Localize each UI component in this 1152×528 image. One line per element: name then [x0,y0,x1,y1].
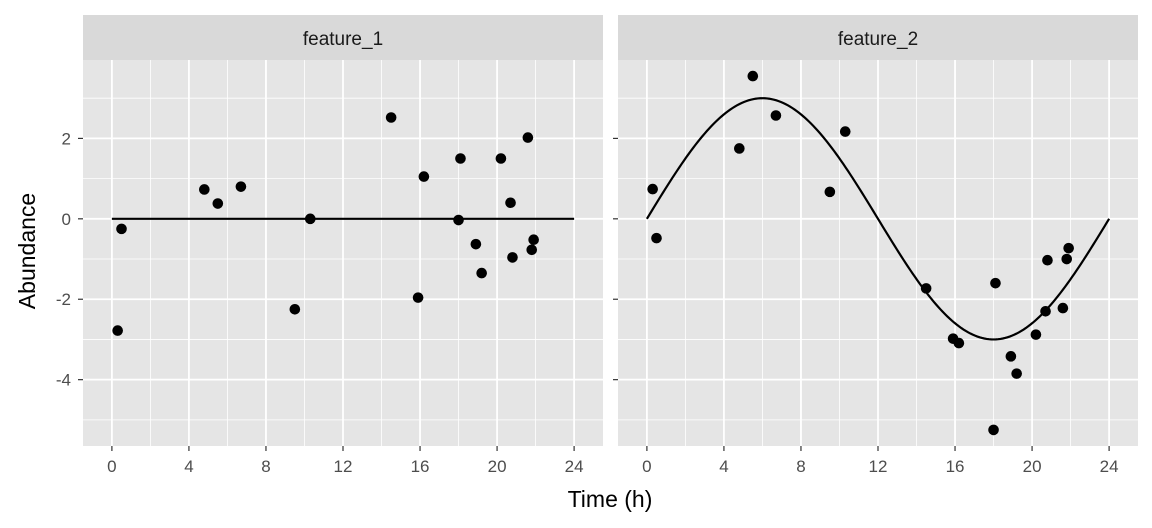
facet-panel-feature_2: feature_2 0 4 8 12 16 20 24 [613,15,1138,476]
data-point [116,223,127,235]
data-point [505,197,516,209]
x-tick-label: 24 [1100,457,1119,476]
data-point [1030,329,1042,340]
data-point [526,244,538,256]
facet-strip [83,15,603,60]
data-point [412,292,424,303]
data-point [507,252,518,263]
x-tick-label: 16 [946,457,965,476]
x-tick-label: 20 [488,457,507,476]
x-tick-label: 20 [1023,457,1042,476]
x-tick-label: 24 [565,457,584,476]
facet-strip-label: feature_1 [303,29,383,50]
x-tick-label: 4 [719,457,728,476]
y-axis: -4 -2 0 2 [56,129,71,389]
data-point [385,112,397,123]
y-tick-label: 0 [62,210,71,229]
x-tick-label: 0 [107,457,116,476]
data-point [824,186,836,198]
data-point [988,424,999,436]
data-point [112,325,123,336]
data-point [1057,302,1069,314]
x-tick-label: 16 [411,457,430,476]
data-point [920,283,932,294]
data-point [651,232,662,244]
data-point [770,110,782,121]
data-point [418,171,430,182]
data-point [476,267,487,279]
x-tick-label: 4 [184,457,193,476]
data-point [747,70,759,82]
data-point [1011,368,1022,379]
data-point [1061,253,1073,265]
y-tick-label: -4 [56,371,71,390]
data-point [304,213,316,225]
x-tick-label: 8 [261,457,270,476]
data-point [289,303,301,315]
data-point [470,238,482,250]
x-tick-label: 8 [796,457,805,476]
data-point [647,183,658,195]
facet-strip [618,15,1138,60]
y-tick-label: -2 [56,290,71,309]
data-point [212,198,224,209]
x-tick-label: 12 [869,457,888,476]
data-point [528,234,539,246]
y-axis-title: Abundance [14,193,40,309]
data-point [1040,306,1051,317]
data-point [990,277,1001,289]
data-point [495,153,507,164]
facet-strip-label: feature_2 [838,29,918,50]
data-point [953,337,965,349]
facet-panel-feature_1: feature_1 0 4 8 12 16 20 24 [78,15,603,476]
data-point [1063,242,1074,254]
x-axis-title: Time (h) [568,486,653,512]
fit-line [645,97,1111,341]
x-tick-label: 12 [334,457,353,476]
data-point [235,181,247,192]
y-tick-label: 2 [62,129,71,148]
data-point [1005,351,1017,362]
data-point [522,132,534,143]
data-point [839,126,851,137]
data-point [455,153,466,164]
panels-layer: feature_1 0 4 8 12 16 20 24 feature_2 0 4 8 12 16 20 24 [78,15,1138,476]
data-point [199,184,210,195]
x-tick-label: 0 [642,457,651,476]
data-point [1042,254,1053,266]
data-point [453,214,464,226]
data-point [734,143,745,154]
